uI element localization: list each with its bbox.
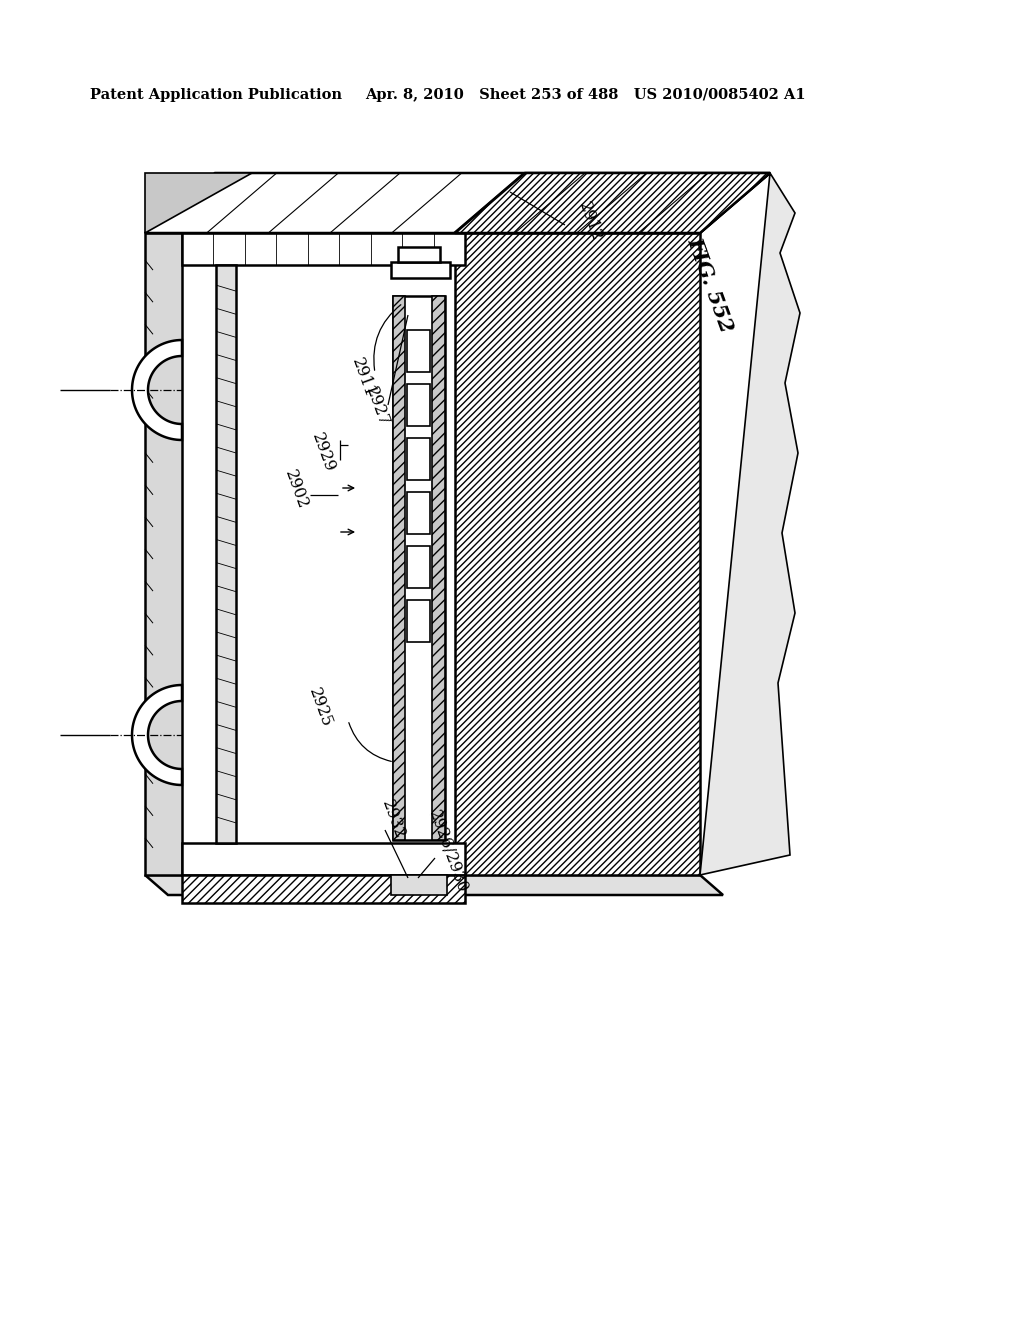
Text: 2927: 2927: [362, 385, 392, 429]
Polygon shape: [455, 173, 770, 234]
Text: 2932: 2932: [378, 799, 408, 842]
Polygon shape: [132, 685, 182, 785]
Polygon shape: [407, 492, 430, 535]
Polygon shape: [700, 173, 800, 875]
Polygon shape: [407, 330, 430, 372]
Text: 2912: 2912: [575, 199, 605, 244]
Text: 2911: 2911: [348, 356, 378, 400]
Polygon shape: [391, 261, 450, 279]
Text: Apr. 8, 2010   Sheet 253 of 488   US 2010/0085402 A1: Apr. 8, 2010 Sheet 253 of 488 US 2010/00…: [365, 88, 806, 102]
Polygon shape: [407, 601, 430, 642]
Text: 2925: 2925: [305, 686, 335, 730]
Polygon shape: [407, 546, 430, 587]
Polygon shape: [182, 843, 465, 875]
Polygon shape: [145, 234, 182, 875]
Text: Patent Application Publication: Patent Application Publication: [90, 88, 342, 102]
Polygon shape: [182, 234, 465, 265]
Polygon shape: [407, 438, 430, 480]
Polygon shape: [432, 296, 445, 840]
Polygon shape: [182, 875, 465, 903]
Polygon shape: [455, 234, 700, 875]
Polygon shape: [145, 875, 723, 895]
Polygon shape: [393, 296, 406, 840]
Text: 2902: 2902: [281, 469, 311, 512]
Polygon shape: [398, 247, 440, 261]
Text: 2926/2930: 2926/2930: [425, 808, 471, 896]
Polygon shape: [145, 173, 770, 234]
Polygon shape: [407, 384, 430, 426]
Polygon shape: [216, 265, 236, 843]
Polygon shape: [391, 875, 447, 895]
Polygon shape: [145, 173, 252, 234]
Polygon shape: [132, 341, 182, 440]
Polygon shape: [393, 296, 445, 840]
Text: FIG. 552: FIG. 552: [684, 235, 736, 335]
Text: 2929: 2929: [308, 430, 338, 475]
